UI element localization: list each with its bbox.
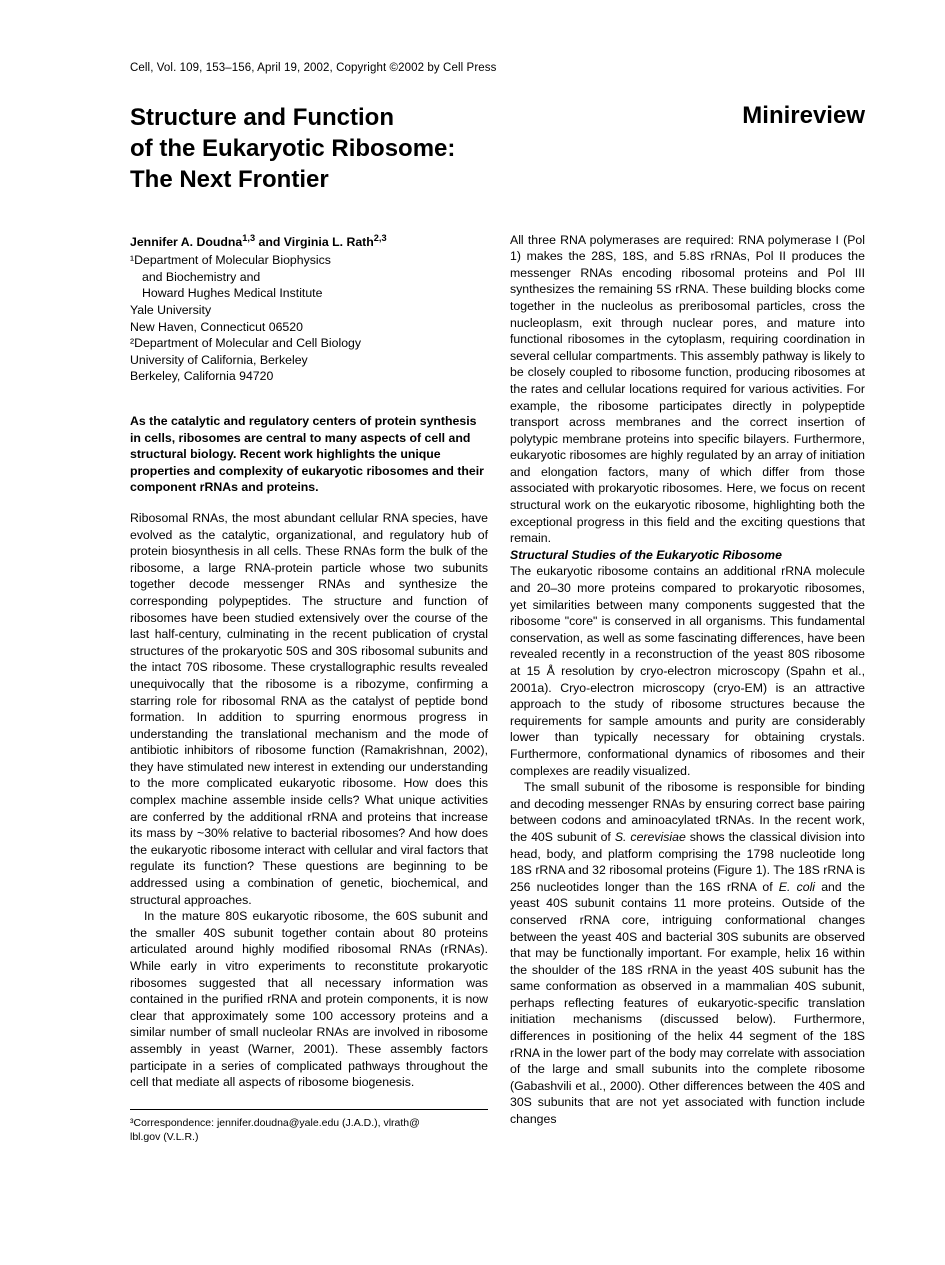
body-text: and the yeast 40S subunit contains 11 mo… <box>510 880 865 1126</box>
authors: Jennifer A. Doudna1,3 and Virginia L. Ra… <box>130 232 488 251</box>
affil-line: Berkeley, California 94720 <box>130 369 273 383</box>
abstract: As the catalytic and regulatory centers … <box>130 413 488 496</box>
author-1-sup: 1,3 <box>242 233 255 243</box>
affil-line: and Biochemistry and <box>130 269 488 286</box>
left-column: Jennifer A. Doudna1,3 and Virginia L. Ra… <box>130 232 488 1145</box>
affil-line: Howard Hughes Medical Institute <box>130 285 488 302</box>
body-paragraph: All three RNA polymerases are required: … <box>510 232 865 547</box>
body-paragraph: Ribosomal RNAs, the most abundant cellul… <box>130 510 488 908</box>
author-and: and Virginia L. Rath <box>255 235 374 249</box>
affil-line: Yale University <box>130 303 211 317</box>
section-heading: Structural Studies of the Eukaryotic Rib… <box>510 547 865 564</box>
species-name: E. coli <box>779 880 815 894</box>
affil-line: ²Department of Molecular and Cell Biolog… <box>130 336 361 350</box>
affil-line: ¹Department of Molecular Biophysics <box>130 253 331 267</box>
species-name: S. cerevisiae <box>615 830 686 844</box>
journal-header: Cell, Vol. 109, 153–156, April 19, 2002,… <box>130 62 865 74</box>
right-column: All three RNA polymerases are required: … <box>510 232 865 1145</box>
columns: Jennifer A. Doudna1,3 and Virginia L. Ra… <box>130 232 865 1145</box>
title-row: Structure and Functionof the Eukaryotic … <box>130 102 865 196</box>
page: Cell, Vol. 109, 153–156, April 19, 2002,… <box>0 0 945 1265</box>
article-title: Structure and Functionof the Eukaryotic … <box>130 102 455 196</box>
correspondence-footnote: ³Correspondence: jennifer.doudna@yale.ed… <box>130 1109 488 1144</box>
affiliations: ¹Department of Molecular Biophysics and … <box>130 252 488 385</box>
author-1: Jennifer A. Doudna <box>130 235 242 249</box>
article-type: Minireview <box>742 102 865 130</box>
affil-line: New Haven, Connecticut 06520 <box>130 320 303 334</box>
body-paragraph: In the mature 80S eukaryotic ribosome, t… <box>130 908 488 1091</box>
body-paragraph: The small subunit of the ribosome is res… <box>510 779 865 1127</box>
affil-line: University of California, Berkeley <box>130 353 308 367</box>
body-paragraph: The eukaryotic ribosome contains an addi… <box>510 563 865 779</box>
author-2-sup: 2,3 <box>374 233 387 243</box>
